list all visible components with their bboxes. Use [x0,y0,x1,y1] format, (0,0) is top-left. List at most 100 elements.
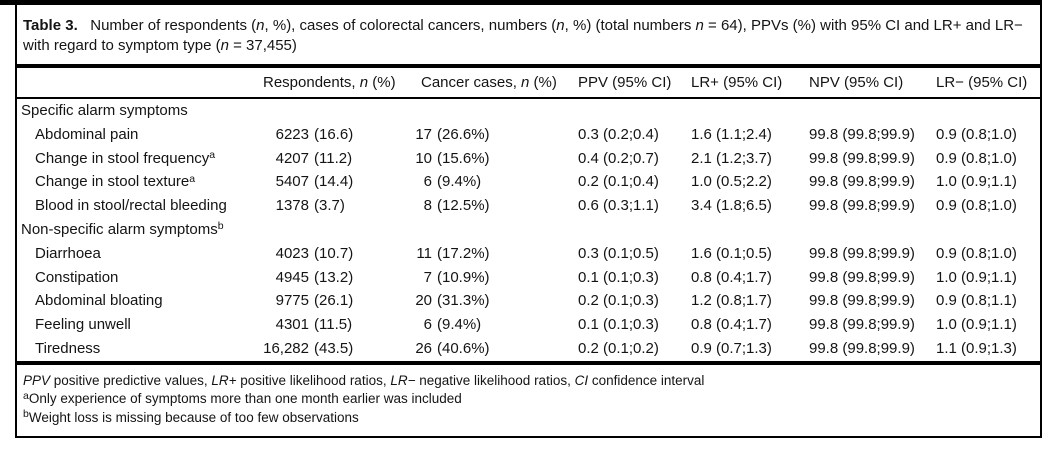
group-label: Specific alarm symptoms [21,102,188,119]
cancer-cases-cell: 6 (9.4%) [414,313,578,337]
respondents-cell: 6223 (16.6) [263,123,414,147]
respondents-pct: (11.2) [314,149,353,167]
table-header: Respondents, n (%) Cancer cases, n (%) P… [21,68,1037,97]
footnotes: PPV positive predictive values, LR+ posi… [17,365,1040,434]
respondents-pct: (26.1) [314,292,354,310]
header-ppv: PPV (95% CI) [578,74,672,91]
symptom-label: Abdominal pain [35,125,139,143]
cancer-pct: (15.6%) [437,149,490,167]
respondents-pct: (3.7) [314,197,345,215]
table-caption: Table 3. Number of respondents (n, %), c… [23,17,1027,54]
row-blood-in-stool-rectal-bleeding: Blood in stool/rectal bleeding 1378 (3.7)… [21,194,1037,218]
group-row-non-specific-alarm-symptoms: Non-specific alarm symptomsb [21,218,1037,242]
respondents-pct: (13.2) [314,268,354,286]
cancer-n: 8 [423,197,432,215]
cancer-pct: (9.4%) [437,316,482,334]
respondents-cell: 4207 (11.2) [263,147,414,171]
group-row-specific-alarm-symptoms: Specific alarm symptoms [21,99,1037,123]
lr-plus-cell: 1.6 (0.1;0.5) [691,244,772,262]
respondents-n: 9775 [275,292,309,310]
npv-cell: 99.8 (99.8;99.9) [809,268,915,286]
cancer-cases-cell: 10 (15.6%) [414,147,578,171]
lr-plus-cell: 0.9 (0.7;1.3) [691,339,772,357]
symptom-label: Tiredness [35,339,101,357]
cancer-n: 6 [423,173,432,191]
cancer-pct: (31.3%) [437,292,490,310]
lr-minus-cell: 1.0 (0.9;1.1) [936,173,1017,191]
respondents-n: 16,282 [263,339,309,357]
respondents-cell: 1378 (3.7) [263,194,414,218]
row-change-in-stool-texture: Change in stool texturea 5407 (14.4) 6 (9.… [21,170,1037,194]
cancer-cases-cell: 26 (40.6%) [414,337,578,361]
respondents-n: 4301 [275,316,309,334]
lr-plus-cell: 1.6 (1.1;2.4) [691,125,772,143]
respondents-pct: (14.4) [314,173,354,191]
cancer-pct: (26.6%) [437,125,490,143]
lr-minus-cell: 0.9 (0.8;1.0) [936,197,1017,215]
cancer-n: 11 [416,244,432,262]
npv-cell: 99.8 (99.8;99.9) [809,197,915,215]
ppv-cell: 0.4 (0.2;0.7) [578,149,659,167]
lr-plus-cell: 3.4 (1.8;6.5) [691,197,772,215]
header-symptom [21,68,263,97]
footnote-b: bWeight loss is missing because of too f… [23,408,359,425]
respondents-n: 1378 [275,197,309,215]
cancer-pct: (12.5%) [437,197,490,215]
lr-minus-cell: 0.9 (0.8;1.0) [936,244,1017,262]
group-label: Non-specific alarm symptomsb [21,220,224,238]
header-npv: NPV (95% CI) [809,74,904,91]
respondents-pct: (43.5) [314,339,354,357]
footnote-divider-rule [17,360,1040,365]
respondents-cell: 4945 (13.2) [263,266,414,290]
respondents-cell: 9775 (26.1) [263,289,414,313]
npv-cell: 99.8 (99.8;99.9) [809,125,915,143]
npv-cell: 99.8 (99.8;99.9) [809,173,915,191]
ppv-cell: 0.3 (0.1;0.5) [578,244,659,262]
cancer-pct: (9.4%) [437,173,482,191]
ppv-cell: 0.3 (0.2;0.4) [578,125,659,143]
row-abdominal-pain: Abdominal pain 6223 (16.6) 17 (26.6%) 0.3 … [21,123,1037,147]
cancer-cases-cell: 20 (31.3%) [414,289,578,313]
cancer-pct: (10.9%) [437,268,490,286]
symptom-label: Abdominal bloating [35,292,163,310]
respondents-cell: 4023 (10.7) [263,242,414,266]
respondents-n: 6223 [275,125,309,143]
lr-minus-cell: 0.9 (0.8;1.0) [936,125,1017,143]
symptom-label: Change in stool frequencya [35,149,216,167]
ppv-cell: 0.1 (0.1;0.3) [578,316,659,334]
header-lr-plus: LR+ (95% CI) [691,74,783,91]
respondents-cell: 4301 (11.5) [263,313,414,337]
caption-divider-rule [17,64,1040,68]
row-abdominal-bloating: Abdominal bloating 9775 (26.1) 20 (31.3%) … [21,289,1037,313]
npv-cell: 99.8 (99.8;99.9) [809,316,915,334]
cancer-cases-cell: 6 (9.4%) [414,170,578,194]
respondents-pct: (11.5) [314,316,353,334]
respondents-pct: (10.7) [314,244,354,262]
symptom-label: Change in stool texturea [35,172,196,191]
footnote-a: aOnly experience of symptoms more than o… [23,389,462,407]
respondents-cell: 5407 (14.4) [263,170,414,194]
cancer-n: 7 [423,268,432,286]
npv-cell: 99.8 (99.8;99.9) [809,244,915,262]
cancer-cases-cell: 11 (17.2%) [414,242,578,266]
row-change-in-stool-frequency: Change in stool frequencya 4207 (11.2) 10… [21,147,1037,171]
lr-plus-cell: 0.8 (0.4;1.7) [691,316,772,334]
lr-minus-cell: 0.9 (0.8;1.1) [936,292,1017,310]
symptom-label: Blood in stool/rectal bleeding [35,197,227,215]
results-table: Respondents, n (%) Cancer cases, n (%) P… [21,68,1037,97]
npv-cell: 99.8 (99.8;99.9) [809,292,915,310]
cancer-n: 20 [415,292,432,310]
ppv-cell: 0.2 (0.1;0.4) [578,173,659,191]
npv-cell: 99.8 (99.8;99.9) [809,149,915,167]
ppv-cell: 0.2 (0.1;0.2) [578,339,659,357]
cancer-pct: (40.6%) [437,339,490,357]
cancer-n: 26 [415,339,432,357]
cancer-cases-cell: 7 (10.9%) [414,266,578,290]
respondents-pct: (16.6) [314,125,354,143]
row-tiredness: Tiredness 16,282 (43.5) 26 (40.6%) 0.2 (0.… [21,337,1037,361]
cancer-pct: (17.2%) [437,244,490,262]
respondents-n: 4945 [275,268,309,286]
cancer-n: 6 [423,316,432,334]
lr-plus-cell: 1.0 (0.5;2.2) [691,173,772,191]
cancer-cases-cell: 8 (12.5%) [414,194,578,218]
